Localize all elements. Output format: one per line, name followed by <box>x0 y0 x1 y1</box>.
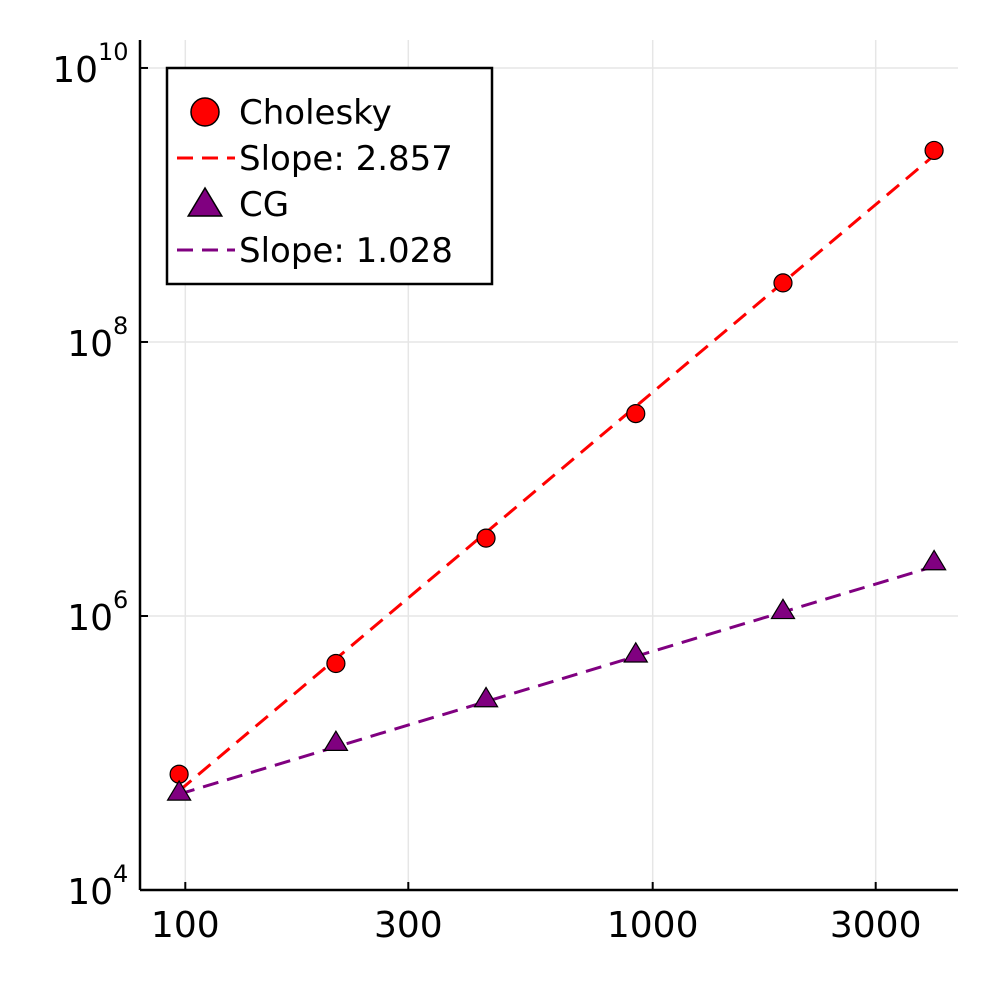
y-tick-base: 10 <box>67 324 113 365</box>
data-point-circle <box>476 528 496 548</box>
data-point-triangle <box>166 779 192 801</box>
y-tick-label: 10 4 <box>67 860 128 913</box>
data-point-triangle <box>770 598 796 620</box>
legend-symbol-triangle <box>186 186 224 217</box>
data-point-triangle <box>623 641 649 663</box>
y-tick-exponent: 4 <box>113 860 128 888</box>
data-point-triangle <box>921 549 947 571</box>
y-tick-exponent: 6 <box>113 586 128 614</box>
legend-label: Slope: 1.028 <box>239 231 453 271</box>
axes <box>138 40 958 892</box>
x-tick-label: 1000 <box>607 905 699 946</box>
y-tick-base: 10 <box>52 50 98 91</box>
data-marks <box>166 140 947 801</box>
fit-line <box>178 564 935 796</box>
y-tick-exponent: 8 <box>113 312 128 340</box>
x-tick-label: 300 <box>374 905 443 946</box>
y-tick-base: 10 <box>67 598 113 639</box>
legend: Cholesky Slope: 2.857 CG Slope: 1.028 <box>165 66 494 286</box>
y-tick-label: 10 8 <box>67 312 128 365</box>
legend-box <box>165 66 494 286</box>
y-tick-exponent: 10 <box>98 38 129 66</box>
y-tick-base: 10 <box>67 872 113 913</box>
data-point-circle <box>326 653 346 674</box>
fit-line <box>178 154 936 792</box>
legend-label: CG <box>239 185 289 225</box>
x-tick-label: 100 <box>151 905 220 946</box>
data-point-circle <box>924 140 944 161</box>
data-point-circle <box>773 273 793 293</box>
data-point-triangle <box>323 729 349 751</box>
data-point-triangle <box>473 686 499 708</box>
y-tick-label: 10 10 <box>52 38 128 91</box>
legend-label: Cholesky <box>239 93 392 133</box>
legend-label: Slope: 2.857 <box>239 139 453 179</box>
legend-symbol-circle <box>190 97 220 127</box>
data-point-circle <box>626 404 646 424</box>
y-tick-label: 10 6 <box>67 586 128 639</box>
x-tick-label: 3000 <box>830 905 922 946</box>
